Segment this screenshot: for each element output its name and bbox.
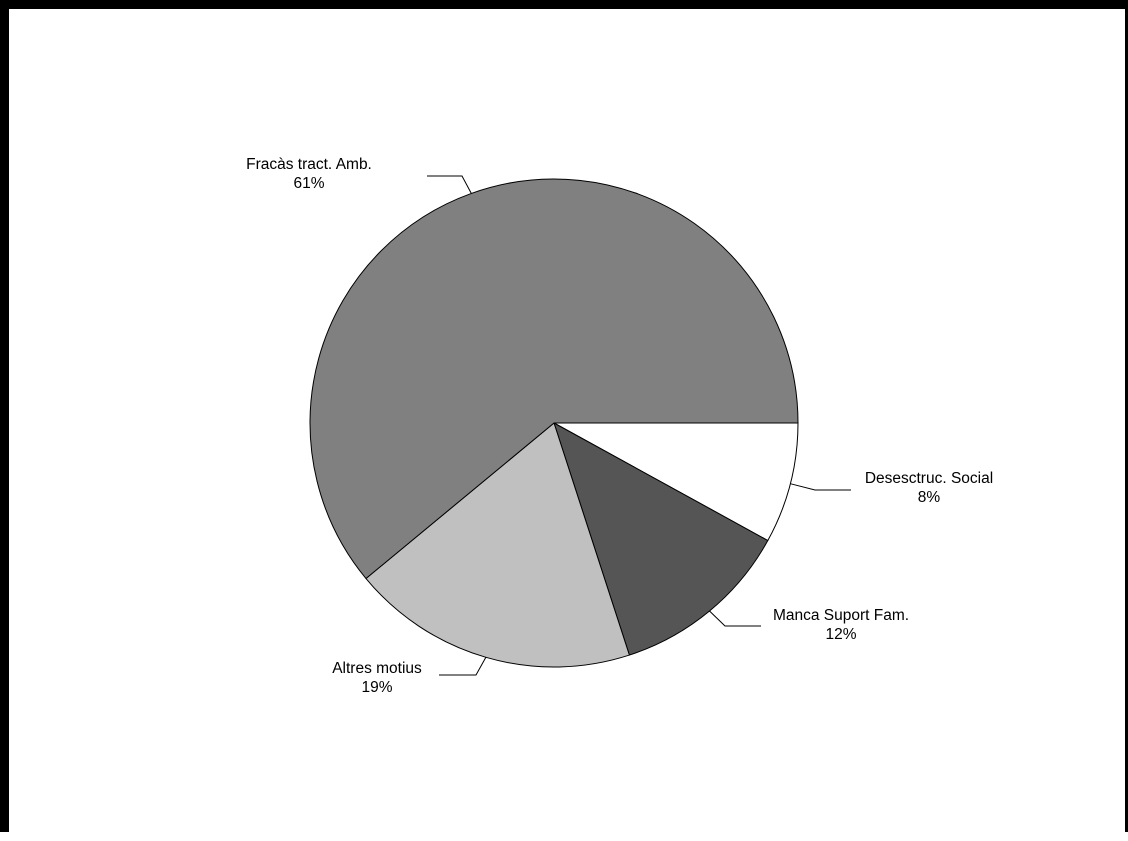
slice-value-label: 12% xyxy=(825,626,856,643)
slice-label-1: Desesctruc. Social 8% xyxy=(865,470,993,506)
slice-value-label: 19% xyxy=(361,679,392,696)
slice-category-label: Altres motius xyxy=(332,660,422,677)
slice-value-label: 61% xyxy=(293,175,324,192)
leader-line-2 xyxy=(709,610,761,627)
slice-label-3: Altres motius 19% xyxy=(332,660,422,696)
slice-label-4: Fracàs tract. Amb. 61% xyxy=(246,156,372,192)
slice-category-label: Manca Suport Fam. xyxy=(773,607,909,624)
pie-chart: Desesctruc. Social 8% Manca Suport Fam. 12%… xyxy=(246,156,993,696)
slice-category-label: Fracàs tract. Amb. xyxy=(246,156,372,173)
pie-slices xyxy=(309,178,799,668)
leader-line-3 xyxy=(439,657,487,676)
leader-line-1 xyxy=(790,483,851,491)
slice-category-label: Desesctruc. Social xyxy=(865,470,993,487)
pie-slice-3 xyxy=(365,422,630,668)
leader-line-4 xyxy=(427,175,472,194)
pie-slice-4 xyxy=(309,178,799,580)
pie-slice-2 xyxy=(553,422,769,656)
slice-label-2: Manca Suport Fam. 12% xyxy=(773,607,909,643)
slice-value-label: 8% xyxy=(918,489,941,506)
leader-lines xyxy=(427,175,851,676)
slice-labels: Desesctruc. Social 8% Manca Suport Fam. 12%… xyxy=(246,156,993,696)
